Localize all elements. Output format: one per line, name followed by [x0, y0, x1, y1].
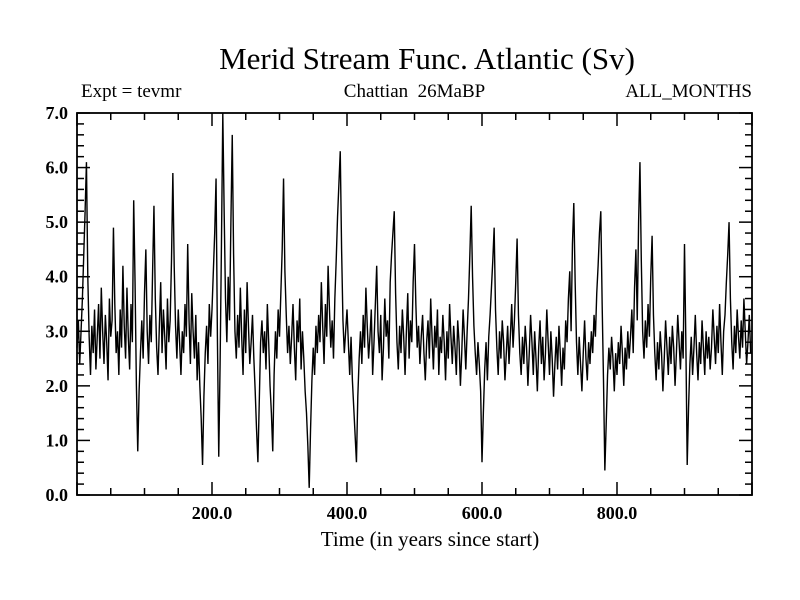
svg-text:4.0: 4.0 [46, 267, 69, 287]
x-minor-ticks [110, 113, 719, 495]
svg-text:800.0: 800.0 [597, 503, 638, 523]
svg-text:6.0: 6.0 [46, 158, 69, 178]
svg-text:5.0: 5.0 [46, 212, 69, 232]
x-major-ticks [76, 113, 753, 495]
x-tick-labels: 200.0 400.0 600.0 800.0 [192, 503, 638, 523]
experiment-label: Expt = tevmr [81, 81, 182, 102]
period-label: Chattian 26MaBP [343, 81, 486, 102]
svg-text:600.0: 600.0 [462, 503, 503, 523]
y-minor-ticks [77, 123, 752, 485]
svg-text:7.0: 7.0 [46, 103, 69, 123]
series-line [76, 112, 752, 488]
svg-text:0.0: 0.0 [46, 485, 69, 505]
chart-title: Merid Stream Func. Atlantic (Sv) [219, 41, 635, 76]
x-axis-title: Time (in years since start) [320, 527, 540, 551]
svg-text:2.0: 2.0 [46, 376, 69, 396]
svg-text:3.0: 3.0 [46, 321, 69, 341]
svg-text:200.0: 200.0 [192, 503, 233, 523]
y-tick-labels: 0.0 1.0 2.0 3.0 4.0 5.0 6.0 7.0 [46, 103, 69, 505]
svg-text:1.0: 1.0 [46, 430, 69, 450]
months-label: ALL_MONTHS [625, 81, 752, 102]
subtitle-row: Expt = tevmr Chattian 26MaBP ALL_MONTHS [77, 81, 752, 103]
svg-text:400.0: 400.0 [327, 503, 368, 523]
